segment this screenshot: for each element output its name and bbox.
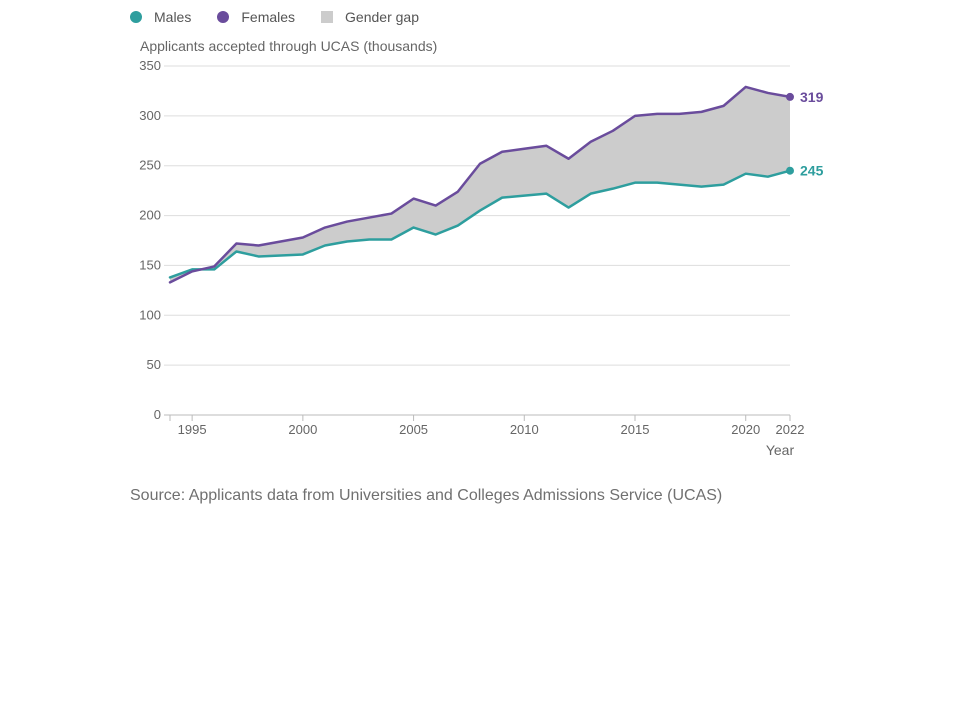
y-tick-label: 0 xyxy=(154,407,161,422)
y-tick-label: 350 xyxy=(139,58,161,73)
chart-legend: Males Females Gender gap xyxy=(130,8,445,26)
females-series-line xyxy=(168,85,792,284)
legend-label-males: Males xyxy=(154,9,192,25)
legend-label-females: Females xyxy=(241,9,296,25)
y-tick-label: 50 xyxy=(147,357,161,372)
x-tick-label: 2000 xyxy=(288,422,317,437)
females-marker-icon xyxy=(217,11,230,23)
source-note: Source: Applicants data from Universitie… xyxy=(130,487,723,504)
y-axis-title: Applicants accepted through UCAS (thousa… xyxy=(140,38,437,54)
x-tick-label: 2020 xyxy=(731,422,760,437)
gender-gap-area xyxy=(170,86,790,283)
y-tick-label: 100 xyxy=(139,307,161,322)
females-end-marker xyxy=(786,92,794,101)
legend-item-gender-gap[interactable]: Gender gap xyxy=(321,9,419,25)
females-end-label: 319 xyxy=(800,89,824,105)
x-tick-label: 2005 xyxy=(399,422,428,437)
males-end-label: 245 xyxy=(800,163,824,179)
x-tick-label: 2015 xyxy=(621,422,650,437)
x-tick-label: 2010 xyxy=(510,422,539,437)
x-axis-title: Year xyxy=(766,442,795,458)
y-tick-label: 300 xyxy=(139,108,161,123)
legend-item-females[interactable]: Females xyxy=(217,9,295,25)
y-tick-label: 250 xyxy=(139,158,161,173)
males-marker-icon xyxy=(130,11,142,23)
y-tick-label: 200 xyxy=(139,208,161,223)
x-tick-label: 1995 xyxy=(178,422,207,437)
line-chart: 0 50 100 150 200 250 300 350 1995 2000 2005 2010 201… xyxy=(139,38,824,458)
y-tick-label: 150 xyxy=(139,257,161,272)
gender-gap-swatch-icon xyxy=(321,11,334,23)
x-tick-label: 2022 xyxy=(776,422,805,437)
legend-label-gender-gap: Gender gap xyxy=(345,9,419,25)
males-series-line xyxy=(168,169,792,279)
legend-item-males[interactable]: Males xyxy=(130,9,191,25)
males-end-marker xyxy=(786,166,794,175)
